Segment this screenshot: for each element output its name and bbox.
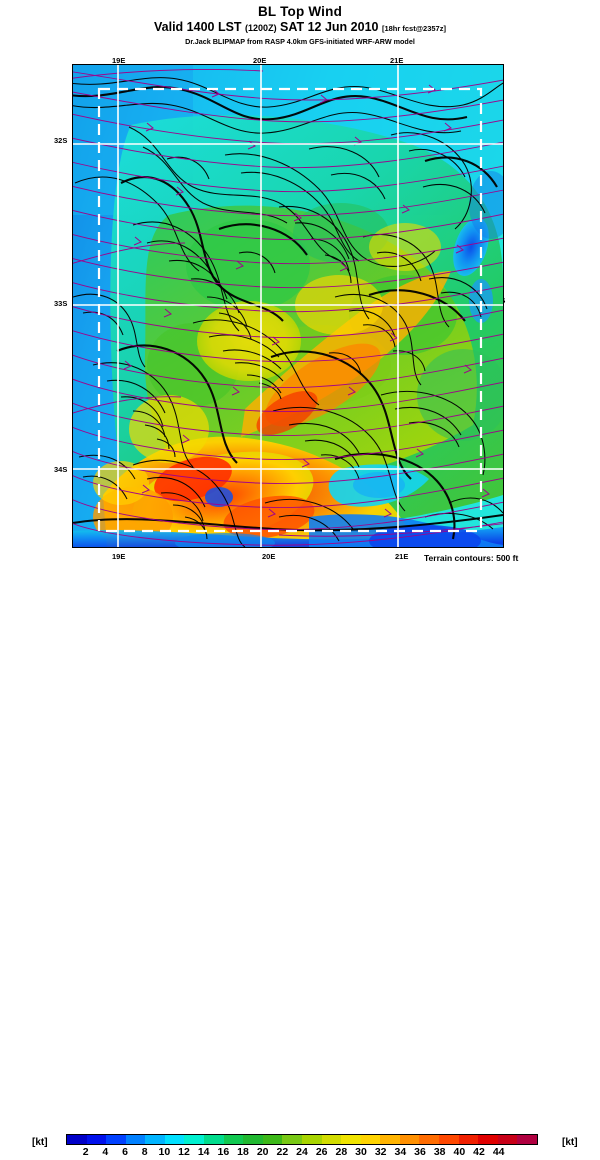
colorbar-tick-16: 16 bbox=[217, 1146, 230, 1158]
forecast-tag: [18hr fcst@2357z] bbox=[381, 24, 446, 33]
terrain-contour-note: Terrain contours: 500 ft bbox=[424, 553, 519, 563]
colorbar-tick-34: 34 bbox=[394, 1146, 407, 1158]
blipmap-chart: BL Top Wind Valid 1400 LST (1200Z) SAT 1… bbox=[0, 4, 600, 1158]
lat-tick-left-1: 33S bbox=[54, 299, 68, 308]
colorbar-swatch-20 bbox=[458, 1135, 479, 1144]
lon-tick-bottom-2: 21E bbox=[395, 552, 409, 561]
colorbar-swatch-10 bbox=[262, 1135, 283, 1144]
colorbar-tick-32: 32 bbox=[374, 1146, 387, 1158]
map-svg bbox=[73, 65, 503, 547]
colorbar-swatch-5 bbox=[164, 1135, 185, 1144]
colorbar-tick-30: 30 bbox=[355, 1146, 367, 1158]
colorbar-swatch-7 bbox=[204, 1135, 224, 1144]
colorbar-swatch-17 bbox=[399, 1135, 420, 1144]
colorbar-swatch-16 bbox=[380, 1135, 400, 1144]
colorbar-tick-8: 8 bbox=[141, 1146, 148, 1158]
model-domain-boundary bbox=[97, 87, 483, 533]
colorbar-tick-44: 44 bbox=[492, 1146, 505, 1158]
valid-date: SAT 12 Jun 2010 bbox=[280, 20, 379, 34]
colorbar-swatches bbox=[66, 1134, 538, 1145]
graticule-lines bbox=[73, 65, 503, 547]
colorbar-swatch-22 bbox=[497, 1135, 518, 1144]
colorbar-tick-10: 10 bbox=[158, 1146, 171, 1158]
colorbar-tick-18: 18 bbox=[237, 1146, 249, 1158]
colorbar-tick-12: 12 bbox=[178, 1146, 190, 1158]
colorbar-tick-22: 22 bbox=[276, 1146, 289, 1158]
lon-tick-bottom-0: 19E bbox=[112, 552, 126, 561]
colorbar-swatch-6 bbox=[184, 1135, 205, 1144]
colorbar-swatch-13 bbox=[321, 1135, 342, 1144]
colorbar-tick-2: 2 bbox=[82, 1146, 89, 1158]
colorbar-swatch-11 bbox=[282, 1135, 302, 1144]
colorbar-swatch-23 bbox=[517, 1135, 537, 1144]
page-title: BL Top Wind bbox=[257, 4, 343, 19]
colorbar-legend: [kt] 2 4 6 8 10 12 14 16 18 20 22 24 26 28 30 32 34 36 38 4… bbox=[0, 566, 600, 1158]
wind-field-raster bbox=[73, 65, 503, 547]
colorbar-tick-26: 26 bbox=[315, 1146, 328, 1158]
colorbar-swatch-3 bbox=[125, 1135, 146, 1144]
colorbar-swatch-4 bbox=[145, 1135, 165, 1144]
wind-streamlines bbox=[73, 68, 503, 546]
colorbar-tick-38: 38 bbox=[433, 1146, 446, 1158]
colorbar-tick-28: 28 bbox=[335, 1146, 348, 1158]
colorbar-tick-labels: 2 4 6 8 10 12 14 16 18 20 22 24 26 28 30 32 34 36 38 40 42 44 bbox=[66, 1146, 538, 1160]
colorbar-tick-14: 14 bbox=[197, 1146, 210, 1158]
colorbar-unit-right: [kt] bbox=[562, 1137, 578, 1148]
colorbar-swatch-14 bbox=[341, 1135, 361, 1144]
colorbar-tick-24: 24 bbox=[296, 1146, 308, 1158]
credit-line: Dr.Jack BLIPMAP from RASP 4.0km GFS-init… bbox=[185, 37, 415, 46]
lon-tick-top-0: 19E bbox=[112, 56, 126, 65]
colorbar-unit-left: [kt] bbox=[32, 1137, 48, 1148]
colorbar-swatch-21 bbox=[478, 1135, 498, 1144]
map-canvas[interactable] bbox=[72, 64, 504, 548]
lon-tick-top-1: 20E bbox=[253, 56, 267, 65]
colorbar-swatch-8 bbox=[223, 1135, 244, 1144]
colorbar-tick-6: 6 bbox=[122, 1146, 128, 1158]
colorbar-tick-40: 40 bbox=[453, 1146, 466, 1158]
coastline-contours bbox=[73, 86, 503, 540]
lat-tick-left-2: 34S bbox=[54, 465, 68, 474]
colorbar-swatch-9 bbox=[243, 1135, 263, 1144]
colorbar-tick-20: 20 bbox=[256, 1146, 269, 1158]
colorbar-tick-42: 42 bbox=[473, 1146, 485, 1158]
colorbar-swatch-2 bbox=[106, 1135, 126, 1144]
lat-tick-left-0: 32S bbox=[54, 136, 68, 145]
valid-prefix: Valid 1400 LST bbox=[154, 20, 242, 34]
valid-utc: (1200Z) bbox=[245, 23, 277, 33]
colorbar-swatch-18 bbox=[419, 1135, 439, 1144]
colorbar-swatch-12 bbox=[301, 1135, 322, 1144]
colorbar-swatch-15 bbox=[360, 1135, 381, 1144]
terrain-contours bbox=[73, 77, 503, 547]
lon-tick-bottom-1: 20E bbox=[262, 552, 276, 561]
title-block: BL Top Wind Valid 1400 LST (1200Z) SAT 1… bbox=[0, 4, 600, 47]
valid-time-line: Valid 1400 LST (1200Z) SAT 12 Jun 2010 [… bbox=[0, 20, 600, 36]
colorbar-tick-4: 4 bbox=[102, 1146, 109, 1158]
colorbar-swatch-1 bbox=[86, 1135, 107, 1144]
colorbar-swatch-19 bbox=[438, 1135, 459, 1144]
lon-tick-top-2: 21E bbox=[390, 56, 404, 65]
streamline-arrowheads bbox=[123, 84, 490, 518]
colorbar-swatch-0 bbox=[67, 1135, 87, 1144]
colorbar-tick-36: 36 bbox=[414, 1146, 426, 1158]
